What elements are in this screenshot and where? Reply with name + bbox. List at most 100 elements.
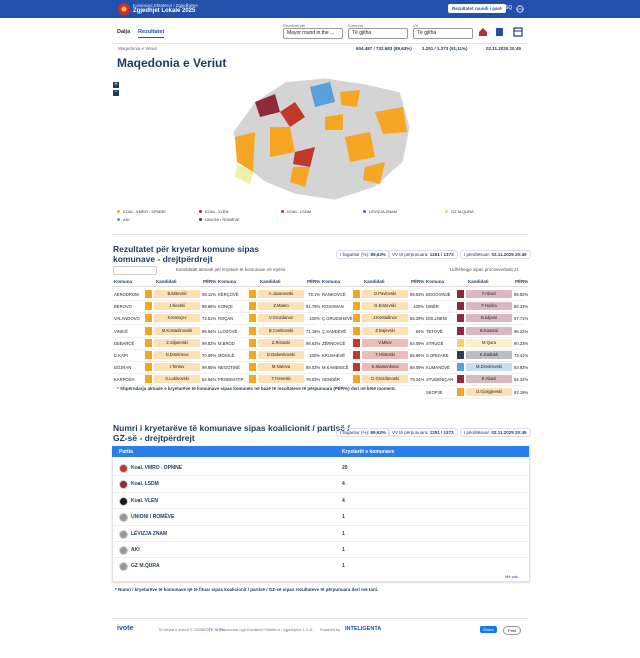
candidate: N.Dimitrieva [154, 351, 200, 359]
party-color [353, 326, 360, 335]
column-header: PËR% [411, 279, 425, 284]
percent: 99.92% [514, 292, 529, 297]
map-region [235, 164, 253, 184]
row-line [216, 361, 316, 362]
map-region [280, 102, 305, 127]
post-button[interactable]: Post [503, 626, 522, 635]
party-color [145, 314, 152, 323]
party-color [353, 290, 360, 298]
percent: 100% [309, 353, 320, 358]
party-color [457, 387, 464, 396]
share-button[interactable]: Share [480, 626, 497, 633]
municipality: ROSOMAN [322, 304, 344, 310]
row-line [320, 336, 420, 338]
candidate: A.Jovanovski [258, 290, 304, 298]
footer-brand: ivote [117, 625, 134, 632]
percent: 90.23% [514, 340, 529, 346]
legend-label: GZ M.QURA [451, 209, 474, 214]
row-line [112, 312, 212, 314]
view-icons[interactable] [477, 27, 525, 37]
percent: 92.19% [514, 389, 529, 395]
party-color [457, 290, 464, 298]
candidate: I.Tentov [154, 363, 200, 372]
candidate: S.Lukinovski [154, 375, 200, 384]
company[interactable]: IVOTE SHPK [202, 628, 225, 632]
zoom-out[interactable]: − [113, 89, 119, 96]
legend-label: KOAL. LSDM [287, 209, 312, 214]
globe-icon[interactable] [516, 5, 524, 13]
table-caption: Kandidatët aktualë për kryetarë të komun… [176, 267, 286, 272]
municipality: GENDËR [322, 377, 340, 383]
filter-select[interactable]: Mayor round in the ... [283, 28, 343, 39]
toggle-less[interactable]: Më pak [505, 574, 519, 579]
row-line [216, 336, 316, 338]
percent: 84.94% [202, 377, 217, 383]
page-title: Maqedonia e Veriut [117, 56, 227, 70]
municipality: TETOVË [426, 328, 443, 334]
column-header: PËR% [203, 279, 217, 284]
percent: 72.51% [202, 316, 217, 322]
percent: 73.41% [514, 353, 529, 358]
zoom-in[interactable]: + [113, 82, 119, 88]
chip-value: 02.11.2025 20:45 [491, 252, 527, 257]
municipality: DEBARCË [114, 340, 135, 346]
party-color [249, 375, 256, 384]
chip: I përditësuar: 02.11.2025 20:45 [460, 250, 531, 259]
divider [112, 618, 528, 619]
map [232, 77, 411, 201]
map-region [310, 82, 335, 107]
language[interactable]: SQ [505, 5, 513, 11]
chip-label: I llogaritur (%): [340, 430, 370, 435]
column-header: Kandidati [260, 279, 281, 284]
row-line [424, 373, 524, 375]
party-color [249, 351, 256, 359]
column-header: Kandidati [364, 279, 385, 284]
row-line [112, 336, 212, 338]
tab[interactable]: Rezultatet [138, 29, 165, 38]
row-line [424, 324, 524, 326]
row-line [424, 300, 524, 301]
municipality: BEROVO [114, 304, 132, 310]
tab[interactable]: Dalja [117, 29, 131, 35]
percent: 71.18% [306, 328, 321, 334]
candidate: V.Grozdanov [258, 314, 304, 323]
row-line [113, 524, 528, 526]
mayor-count: 1 [342, 547, 345, 553]
percent: 99.66% [202, 304, 217, 310]
section-title: Rezultatet për kryetar komune sipas komu… [113, 244, 259, 264]
party-color [457, 363, 464, 372]
row-line [320, 361, 420, 362]
row-line [424, 348, 524, 350]
footnote: * Shpërndarja aktuale e kryetarëve të ko… [117, 386, 396, 391]
sort-controls[interactable] [113, 266, 157, 275]
municipality: DOLLNENI [426, 316, 447, 322]
chip: I përditësuar: 02.11.2025 20:45 [460, 428, 531, 437]
results-button[interactable]: Rezultatet raundi i parë [448, 4, 506, 13]
legend-swatch [445, 210, 448, 213]
party-icon [119, 529, 128, 539]
partner[interactable]: INTELIGENTA [345, 626, 382, 632]
legend-swatch [281, 210, 284, 213]
row-line [424, 312, 524, 314]
filter-select[interactable]: Të gjitha [348, 28, 408, 39]
municipality: NEGOTINË [218, 365, 240, 371]
percent: 100% [413, 304, 424, 310]
candidate: F.Abazi [466, 290, 512, 298]
mayor-count: 1 [342, 563, 345, 570]
candidate: Z.Bajevski [362, 326, 408, 335]
percent: 99.93% [410, 292, 425, 297]
party-color [457, 302, 464, 311]
map-region [255, 94, 280, 117]
party-name: Koal. VMRO - DPMNE [131, 465, 183, 471]
breadcrumb[interactable]: Maqedonia e Veriut [118, 46, 157, 51]
mayor-count: 20 [342, 465, 348, 471]
party-name: UNIONI I ROMËVE [131, 514, 175, 521]
municipality: KARPOSH [114, 377, 135, 383]
party-color [457, 326, 464, 335]
row-line [112, 385, 212, 387]
chip-label: I përditësuar: [464, 430, 491, 435]
filter-select[interactable]: Të gjitha [413, 28, 473, 39]
chip-value: 02.11.2025 20:45 [491, 430, 527, 435]
map-region [293, 147, 315, 167]
